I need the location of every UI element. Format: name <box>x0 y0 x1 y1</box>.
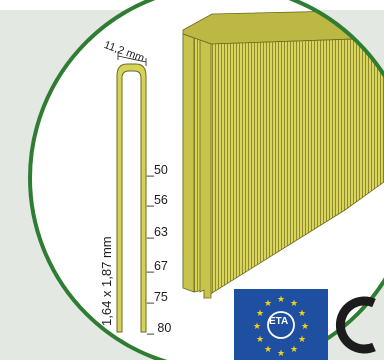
svg-text:★: ★ <box>290 345 298 355</box>
length-label-75: _75 <box>147 290 168 304</box>
length-label-67: _67 <box>147 259 168 273</box>
svg-text:★: ★ <box>298 335 306 345</box>
svg-text:★: ★ <box>256 309 264 319</box>
svg-text:★: ★ <box>264 345 272 355</box>
eta-label: ETA <box>269 316 289 327</box>
svg-text:★: ★ <box>264 299 272 309</box>
wire-size-label: 1,64 x 1,87 mm <box>99 236 114 326</box>
svg-text:★: ★ <box>277 295 285 305</box>
staple-strip-back-leg <box>199 39 212 299</box>
certification-marks: ★ ★ ★ ★ ★ ★ ★ ★ ★ ★ ★ ★ ETA <box>234 289 384 360</box>
crown-width-dimension <box>117 52 147 66</box>
single-staple <box>116 63 147 333</box>
length-label-63: _63 <box>147 225 168 239</box>
circle-border <box>28 0 384 360</box>
svg-text:★: ★ <box>277 349 285 359</box>
ce-mark-icon <box>330 289 384 360</box>
svg-text:★: ★ <box>298 309 306 319</box>
eta-eu-stars-icon: ★ ★ ★ ★ ★ ★ ★ ★ ★ ★ ★ ★ ETA <box>234 289 328 360</box>
svg-text:★: ★ <box>301 322 309 332</box>
length-label-56: _56 <box>147 193 168 207</box>
svg-text:★: ★ <box>290 299 298 309</box>
staple-strip-front-leg <box>182 33 195 293</box>
length-label-50: _50 <box>147 163 168 177</box>
length-label-80: _ 80 <box>147 321 172 335</box>
svg-text:★: ★ <box>256 335 264 345</box>
svg-text:★: ★ <box>253 322 261 332</box>
